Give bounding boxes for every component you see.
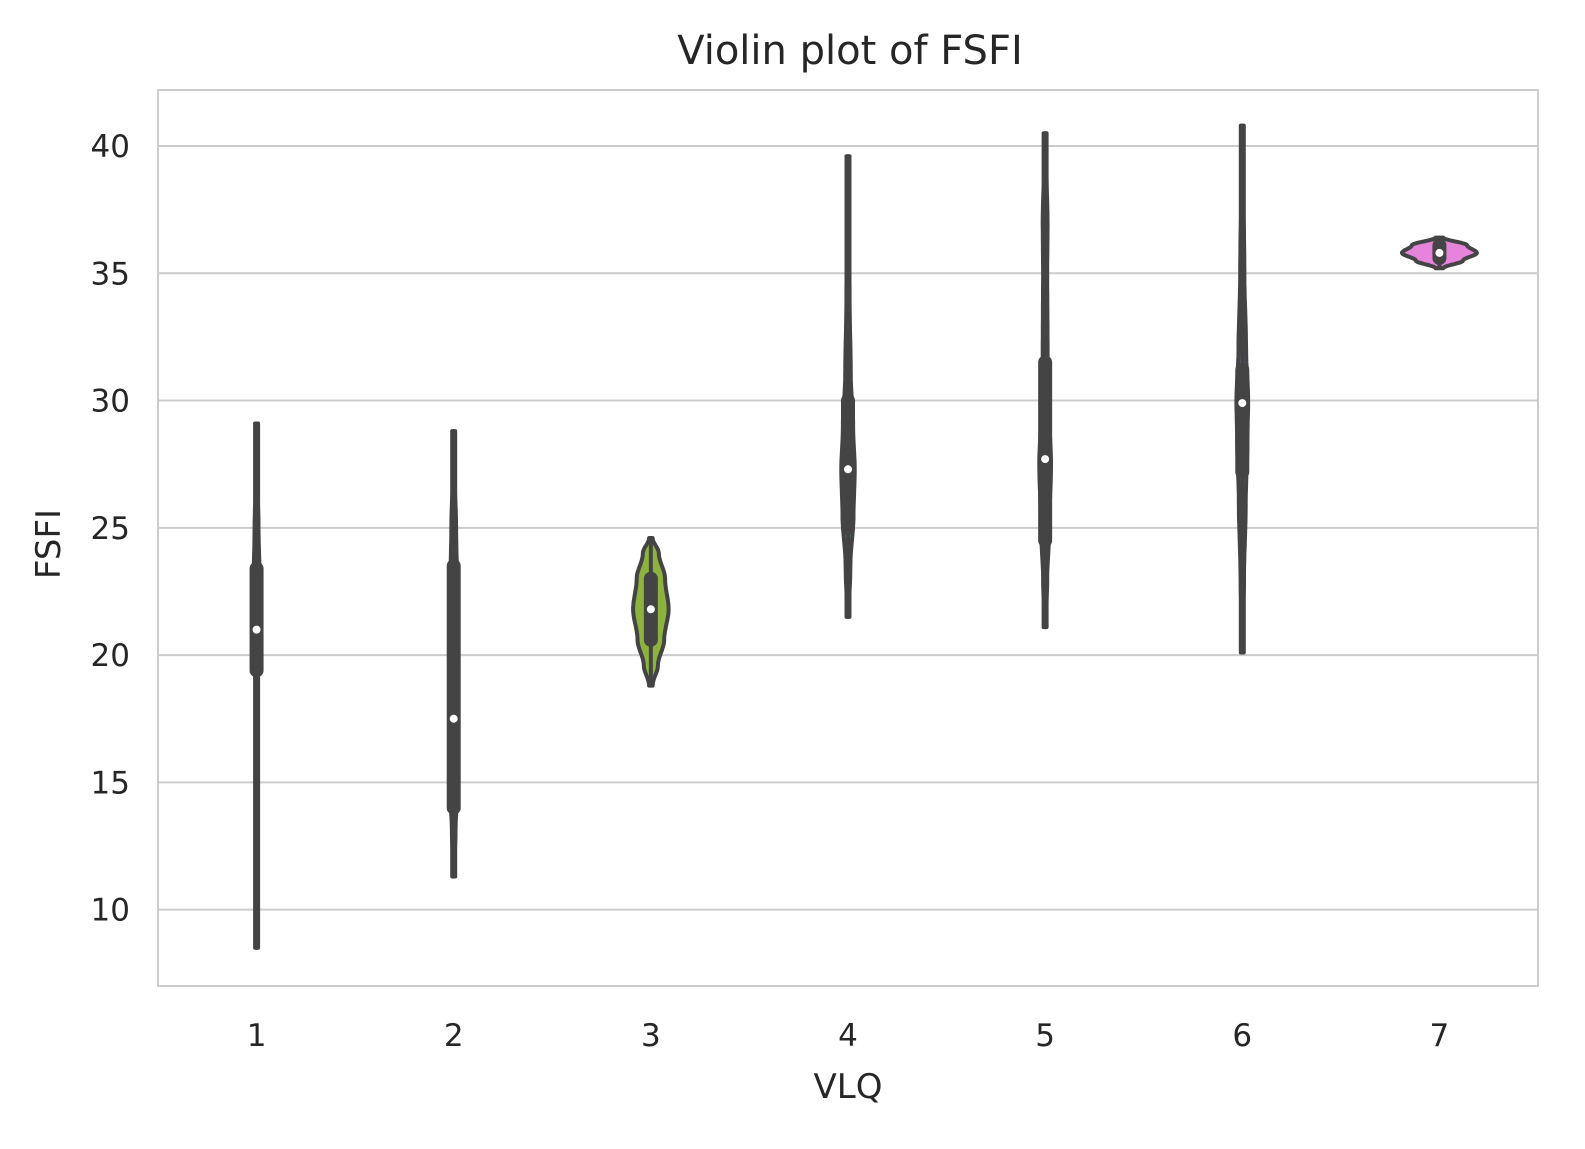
violin-median-point bbox=[1041, 455, 1050, 464]
violin-1 bbox=[249, 421, 264, 950]
violin-2 bbox=[446, 429, 461, 879]
y-tick-label: 15 bbox=[91, 765, 130, 801]
violin-7 bbox=[1400, 235, 1479, 271]
violin-median-point bbox=[1435, 248, 1444, 257]
violin-median-point bbox=[1238, 399, 1247, 408]
y-tick-label: 30 bbox=[91, 384, 130, 420]
violin-4 bbox=[839, 154, 857, 619]
y-tick-label: 40 bbox=[91, 129, 130, 165]
x-tick-label: 4 bbox=[838, 1018, 858, 1054]
x-tick-label: 6 bbox=[1232, 1018, 1252, 1054]
x-tick-label: 7 bbox=[1430, 1018, 1450, 1054]
y-axis-label: FSFI bbox=[29, 509, 69, 579]
x-tick-label: 1 bbox=[247, 1018, 267, 1054]
x-axis-label: VLQ bbox=[814, 1067, 883, 1107]
violin-3 bbox=[631, 536, 671, 688]
violin-median-point bbox=[844, 465, 852, 474]
x-tick-label: 3 bbox=[641, 1018, 661, 1054]
tick-layer: 10 15 20 25 30 35 40 1 2 3 4 5 6 7 bbox=[91, 129, 1450, 1054]
violin-5 bbox=[1037, 131, 1053, 630]
y-tick-label: 10 bbox=[91, 893, 130, 929]
x-tick-label: 5 bbox=[1035, 1018, 1055, 1054]
violin-median-point bbox=[646, 605, 655, 614]
violin-6 bbox=[1234, 123, 1251, 655]
y-tick-label: 35 bbox=[91, 256, 130, 292]
violin-median-point bbox=[449, 714, 458, 723]
y-tick-label: 25 bbox=[91, 511, 130, 547]
violin-median-point bbox=[252, 625, 261, 634]
x-tick-label: 2 bbox=[444, 1018, 464, 1054]
chart-title: Violin plot of FSFI bbox=[677, 28, 1023, 74]
y-tick-label: 20 bbox=[91, 638, 130, 674]
plot-frame bbox=[157, 89, 1539, 987]
violin-layer bbox=[249, 123, 1479, 950]
